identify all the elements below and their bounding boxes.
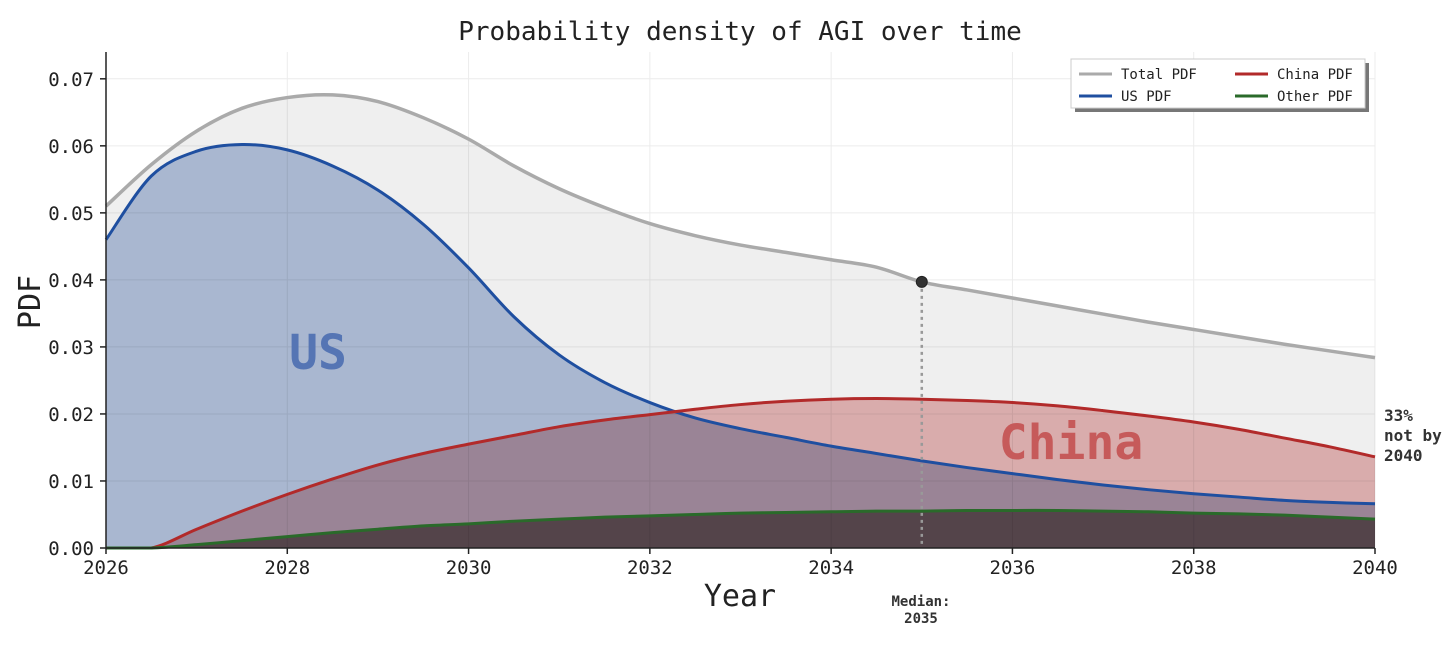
x-tick-label: 2036 — [990, 557, 1036, 579]
china-pdf-line — [105, 397, 1376, 550]
x-tick-label: 2030 — [446, 557, 492, 579]
median-label-line2: 2035 — [904, 611, 938, 627]
median-marker — [915, 275, 928, 288]
y-tick-label: 0.01 — [48, 471, 94, 493]
x-tick-label: 2034 — [808, 557, 854, 579]
x-tick-label: 2038 — [1171, 557, 1217, 579]
note-line1: 33% — [1384, 406, 1413, 425]
note-line2: not by — [1384, 426, 1442, 445]
y-tick-label: 0.00 — [48, 538, 94, 560]
y-axis-label: PDF — [13, 275, 48, 329]
series-lines — [104, 92, 1376, 550]
us-region-label: US — [289, 325, 347, 381]
china-pdf-legend-label: China PDF — [1277, 67, 1353, 83]
median-label-line1: Median: — [891, 594, 950, 610]
chart-title: Probability density of AGI over time — [458, 17, 1022, 47]
note-line3: 2040 — [1384, 446, 1423, 465]
other-pdf-legend-label: Other PDF — [1277, 89, 1353, 105]
y-tick-label: 0.05 — [48, 203, 94, 225]
y-tick-label: 0.06 — [48, 136, 94, 158]
other-pdf-area — [106, 510, 1375, 548]
us-pdf-legend-label: US PDF — [1121, 89, 1172, 105]
x-tick-label: 2032 — [627, 557, 673, 579]
us-pdf-area — [106, 144, 1375, 549]
legend-box — [1070, 58, 1366, 109]
area-fills — [106, 94, 1375, 549]
x-tick-label: 2040 — [1352, 557, 1398, 579]
legend: Total PDF US PDF China PDF Other PDF — [1070, 58, 1369, 112]
us-pdf-line — [104, 142, 1376, 506]
x-axis-label: Year — [704, 579, 776, 614]
total-pdf-line — [104, 92, 1376, 360]
y-tick-label: 0.02 — [48, 404, 94, 426]
x-tick-label: 2028 — [264, 557, 310, 579]
y-tick-label: 0.07 — [48, 69, 94, 91]
x-tick-label: 2026 — [83, 557, 129, 579]
legend-entries: Total PDF US PDF China PDF Other PDF — [1079, 67, 1353, 105]
y-tick-label: 0.04 — [48, 270, 94, 292]
other-pdf-line — [105, 508, 1376, 550]
y-tick-label: 0.03 — [48, 337, 94, 359]
china-region-label: China — [999, 415, 1144, 471]
axes: 2026 2028 2030 2032 2034 2036 2038 2040 0.00 0.01… — [48, 52, 1398, 579]
total-pdf-legend-label: Total PDF — [1121, 67, 1197, 83]
